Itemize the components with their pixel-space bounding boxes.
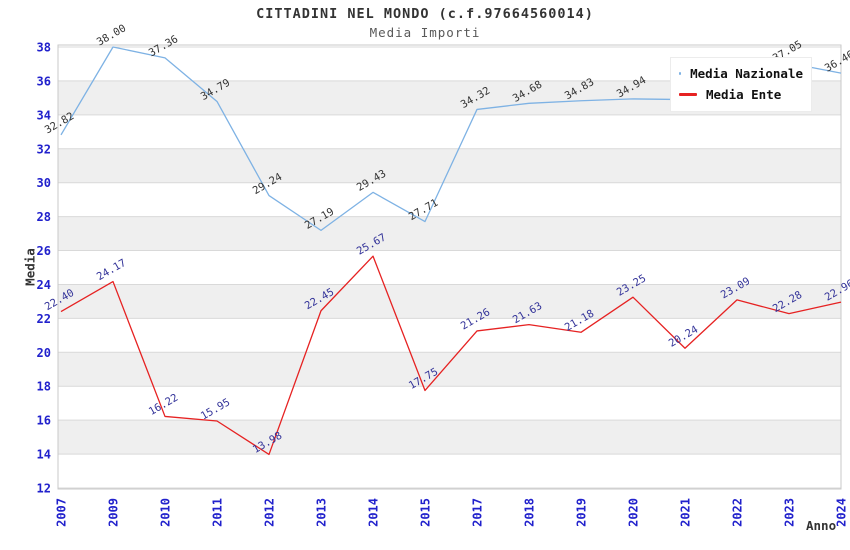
x-tick-label: 2012 <box>263 498 277 527</box>
legend: Media Nazionale Media Ente <box>670 57 812 112</box>
plot-band <box>58 284 841 319</box>
y-tick-label: 28 <box>37 210 51 224</box>
legend-label-nazionale: Media Nazionale <box>690 66 803 81</box>
y-tick-label: 30 <box>37 176 51 190</box>
x-tick-label: 2019 <box>575 498 589 527</box>
y-tick-label: 18 <box>37 380 51 394</box>
legend-item-nazionale: Media Nazionale <box>679 63 803 84</box>
x-tick-label: 2024 <box>835 498 849 527</box>
y-tick-label: 14 <box>37 448 51 462</box>
legend-swatch-nazionale <box>679 72 682 75</box>
y-tick-label: 26 <box>37 244 51 258</box>
x-tick-label: 2011 <box>211 498 225 527</box>
y-tick-label: 20 <box>37 346 51 360</box>
plot-band <box>58 420 841 455</box>
x-tick-label: 2007 <box>55 498 69 527</box>
x-tick-label: 2020 <box>627 498 641 527</box>
x-tick-label: 2021 <box>679 498 693 527</box>
y-tick-label: 34 <box>37 108 51 122</box>
x-tick-label: 2009 <box>107 498 121 527</box>
x-tick-label: 2010 <box>159 498 173 527</box>
legend-item-ente: Media Ente <box>679 84 803 105</box>
plot-border <box>57 44 842 490</box>
y-tick-label: 32 <box>37 142 51 156</box>
chart-subtitle: Media Importi <box>369 25 481 40</box>
x-tick-label: 2013 <box>315 498 329 527</box>
y-tick-label: 38 <box>37 41 51 55</box>
x-tick-label: 2018 <box>523 498 537 527</box>
legend-swatch-ente <box>679 93 697 96</box>
point-label: 37.36 <box>147 33 180 59</box>
point-label: 36.46 <box>823 48 850 74</box>
point-label: 20.24 <box>667 324 700 350</box>
y-tick-label: 16 <box>37 414 51 428</box>
plot-band <box>58 352 841 387</box>
x-tick-label: 2023 <box>783 498 797 527</box>
plot-band <box>58 216 841 251</box>
series-line-ente <box>60 255 842 456</box>
x-tick-label: 2022 <box>731 498 745 527</box>
x-tick-label: 2015 <box>419 498 433 527</box>
x-axis-title: Anno <box>806 518 837 533</box>
y-tick-label: 36 <box>37 74 51 88</box>
legend-label-ente: Media Ente <box>706 87 782 102</box>
y-tick-label: 12 <box>37 482 51 496</box>
x-tick-label: 2017 <box>471 498 485 527</box>
plot-band <box>58 148 841 183</box>
chart-title: CITTADINI NEL MONDO (c.f.97664560014) <box>256 6 594 22</box>
point-label: 24.17 <box>95 257 128 283</box>
y-tick-label: 22 <box>37 312 51 326</box>
y-tick-label: 24 <box>37 278 51 292</box>
x-tick-label: 2014 <box>367 498 381 527</box>
point-label: 15.95 <box>199 396 232 422</box>
